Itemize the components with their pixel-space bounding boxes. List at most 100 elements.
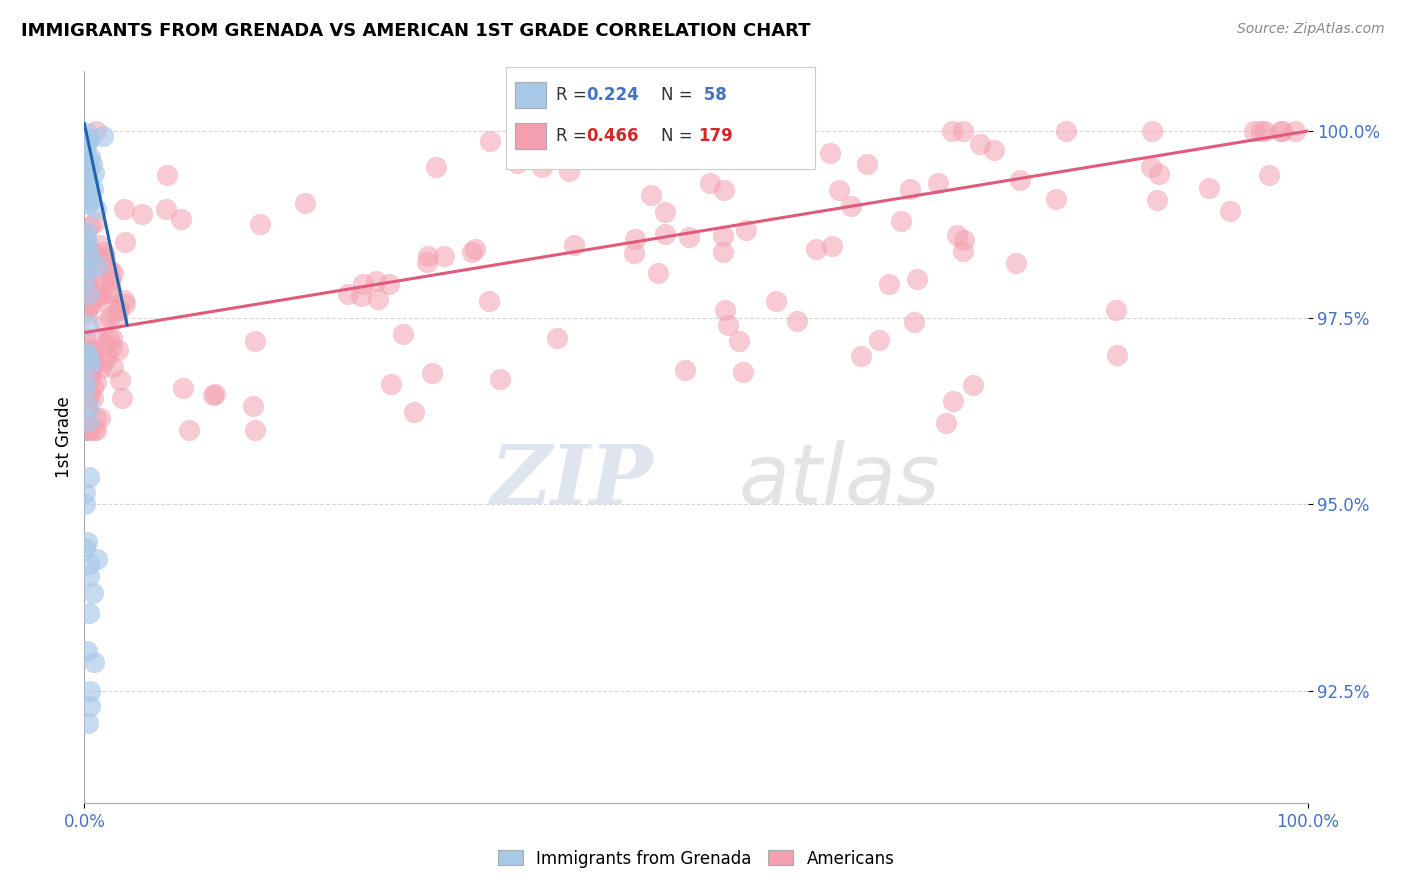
Point [97, 297, 120, 311]
Point [367, 292, 389, 306]
Point [94, 337, 117, 351]
Point [73, 143, 96, 157]
Point [488, 372, 510, 386]
Point [100, 331, 122, 345]
Point [112, 202, 135, 217]
Point [717, 318, 740, 332]
Point [76, 196, 98, 211]
Point [75, 541, 97, 555]
Point [647, 266, 669, 280]
Point [75, 179, 97, 194]
Text: R =: R = [555, 87, 592, 104]
Point [77, 262, 100, 277]
Point [1054, 124, 1077, 138]
Point [156, 168, 179, 182]
Point [77, 131, 100, 145]
Point [77, 352, 100, 367]
Point [90, 361, 112, 376]
Point [89, 237, 111, 252]
Point [73, 272, 96, 286]
Point [76, 280, 98, 294]
Point [76, 235, 98, 249]
Point [76, 318, 98, 333]
Point [79, 260, 101, 274]
Point [77, 569, 100, 583]
Point [177, 423, 200, 437]
Point [82, 356, 104, 370]
Point [935, 417, 957, 431]
Text: N =: N = [661, 128, 697, 145]
Point [856, 157, 879, 171]
Point [1140, 124, 1163, 138]
Point [79, 219, 101, 233]
Point [461, 245, 484, 260]
Text: IMMIGRANTS FROM GRENADA VS AMERICAN 1ST GRADE CORRELATION CHART: IMMIGRANTS FROM GRENADA VS AMERICAN 1ST … [21, 22, 811, 40]
Point [952, 244, 974, 258]
Point [93, 317, 115, 331]
Point [84, 202, 107, 217]
Point [82, 586, 104, 600]
Point [1105, 303, 1128, 318]
Point [713, 183, 735, 197]
Point [79, 357, 101, 371]
Point [80, 157, 103, 171]
Point [927, 176, 949, 190]
Point [76, 400, 98, 414]
Point [380, 376, 402, 391]
Text: atlas: atlas [738, 441, 941, 522]
Point [506, 155, 529, 169]
Point [433, 249, 456, 263]
Point [76, 535, 98, 549]
Point [969, 137, 991, 152]
Point [75, 376, 97, 390]
Point [89, 410, 111, 425]
Point [73, 134, 96, 148]
Point [79, 253, 101, 268]
Point [404, 405, 426, 419]
Point [107, 343, 129, 358]
Point [75, 224, 97, 238]
Point [249, 217, 271, 231]
Point [82, 391, 104, 405]
Point [711, 229, 734, 244]
Point [77, 301, 100, 315]
Point [73, 191, 96, 205]
Point [79, 346, 101, 360]
Point [76, 245, 98, 260]
Point [73, 288, 96, 302]
Point [100, 273, 122, 287]
Point [890, 214, 912, 228]
Point [1149, 167, 1171, 181]
Bar [516, 123, 547, 149]
Point [83, 655, 105, 669]
Point [91, 253, 114, 268]
Point [1008, 173, 1031, 187]
Point [98, 263, 121, 277]
Text: N =: N = [661, 87, 697, 104]
Point [962, 378, 984, 392]
Point [416, 249, 439, 263]
Point [110, 391, 132, 405]
Point [1146, 193, 1168, 207]
Point [905, 272, 928, 286]
Point [73, 343, 96, 357]
Point [546, 331, 568, 345]
Point [1219, 204, 1241, 219]
Point [76, 169, 98, 184]
Point [76, 244, 98, 259]
Point [678, 230, 700, 244]
Point [84, 214, 107, 228]
Point [76, 307, 98, 321]
Point [337, 286, 360, 301]
Point [112, 293, 135, 307]
Text: 58: 58 [697, 87, 727, 104]
Point [83, 166, 105, 180]
Point [86, 259, 108, 273]
Point [93, 250, 115, 264]
Point [75, 192, 97, 206]
Point [79, 558, 101, 572]
Point [243, 334, 266, 348]
Point [350, 289, 373, 303]
Point [105, 310, 128, 325]
Point [623, 246, 645, 260]
